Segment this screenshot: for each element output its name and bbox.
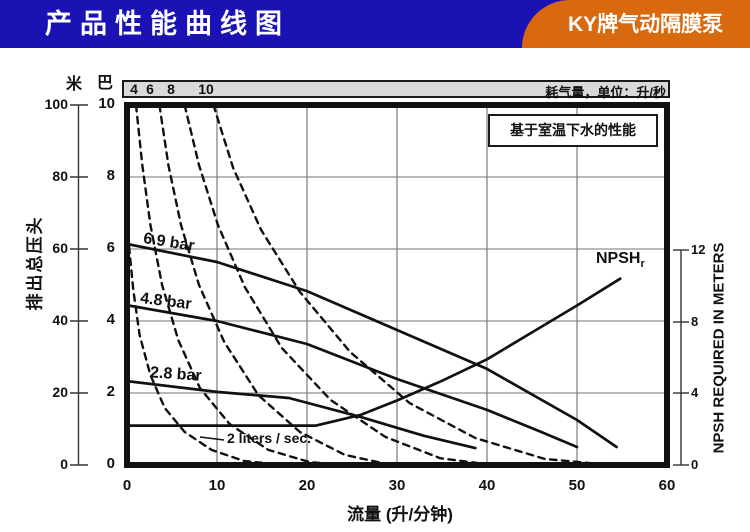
tick-bar-4: 4: [106, 311, 115, 328]
note-box: 基于室温下水的性能: [488, 114, 658, 147]
curve-head-4p8bar: [125, 303, 579, 449]
tick-m-40: 40: [52, 312, 68, 328]
tick-bar-2: 2: [106, 383, 115, 400]
air-tick-4: 4: [130, 81, 138, 97]
tick-m-100: 100: [44, 96, 68, 112]
gridlines: [127, 105, 667, 465]
page-title: 产品性能曲线图: [45, 9, 290, 39]
liters-leader-line: [199, 436, 225, 441]
unit-meters: 米: [66, 76, 83, 93]
curve-head-6p9bar: [125, 242, 618, 449]
tick-flow-20: 20: [298, 477, 316, 494]
plot-border: [124, 102, 670, 468]
tick-m-20: 20: [52, 384, 68, 400]
left-axis-title: 排出总压头: [25, 215, 45, 311]
unit-bar: 巴: [97, 75, 114, 92]
left-meters-axis: [70, 104, 88, 466]
curves-group: [125, 103, 622, 467]
tick-flow-50: 50: [568, 477, 586, 494]
brand-badge: KY牌气动隔膜泵: [522, 0, 750, 48]
right-npsh-axis: [673, 249, 689, 466]
tick-bar-6: 6: [106, 239, 115, 256]
tick-flow-30: 30: [388, 477, 406, 494]
curve-air-4lps: [134, 103, 346, 467]
curve-air-6lps: [158, 103, 393, 467]
tick-npsh-4: 4: [691, 385, 699, 400]
air-tick-6: 6: [146, 81, 154, 97]
air-tick-10: 10: [198, 81, 214, 97]
tick-flow-60: 60: [658, 477, 676, 494]
curve-npsh-required: [125, 277, 622, 427]
tick-npsh-8: 8: [691, 314, 699, 329]
air-tick-8: 8: [167, 81, 175, 97]
tick-npsh-0: 0: [691, 457, 699, 472]
tick-m-0: 0: [60, 456, 68, 472]
air-strip-label: 耗气量，单位：升/秒: [545, 85, 666, 100]
label-2liters: 2 liters / sec.: [227, 430, 312, 446]
label-npshr: NPSHr: [596, 250, 645, 270]
brand-badge-label: KY牌气动隔膜泵: [568, 13, 724, 36]
right-axis-title: NPSH REQUIRED IN METERS: [710, 242, 728, 454]
x-axis-title: 流量 (升/分钟): [347, 505, 453, 524]
header-bar: 产品性能曲线图 KY牌气动隔膜泵: [0, 0, 750, 48]
label-2p8bar: 2.8 bar: [149, 364, 203, 385]
label-npshr-main: NPSH: [596, 250, 641, 267]
tick-flow-10: 10: [208, 477, 226, 494]
tick-flow-40: 40: [478, 477, 496, 494]
tick-bar-10: 10: [98, 95, 115, 112]
tick-m-60: 60: [52, 240, 68, 256]
tick-npsh-12: 12: [691, 242, 706, 257]
tick-bar-0: 0: [106, 455, 115, 472]
curve-air-2lps: [126, 233, 286, 467]
tick-bar-8: 8: [106, 167, 115, 184]
tick-m-80: 80: [52, 168, 68, 184]
curve-air-8lps: [183, 103, 494, 467]
tick-flow-0: 0: [122, 477, 132, 494]
curve-air-10lps: [212, 103, 612, 467]
label-npshr-sub: r: [640, 258, 645, 270]
air-strip: [122, 80, 670, 98]
